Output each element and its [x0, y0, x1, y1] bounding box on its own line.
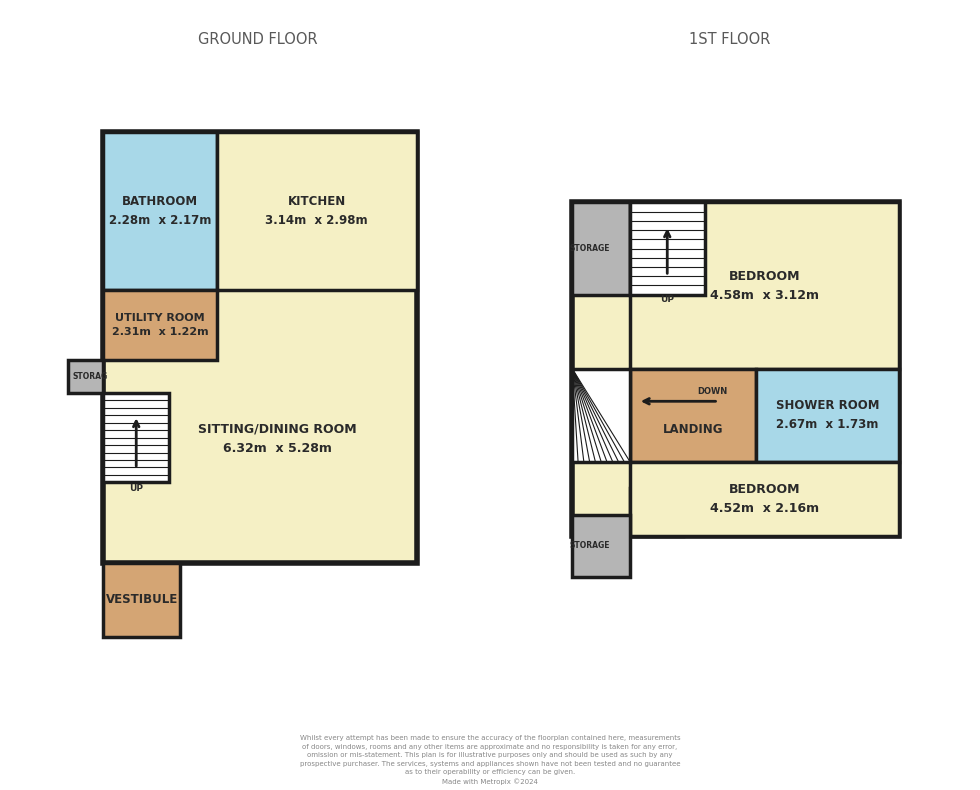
Text: KITCHEN
3.14m  x 2.98m: KITCHEN 3.14m x 2.98m [266, 195, 368, 227]
Text: GROUND FLOOR: GROUND FLOOR [198, 32, 318, 47]
Bar [104, 393, 169, 483]
Text: BEDROOM
4.52m  x 2.16m: BEDROOM 4.52m x 2.16m [710, 483, 819, 515]
Bar [630, 369, 757, 461]
Bar [68, 360, 104, 393]
Text: BATHROOM
2.28m  x 2.17m: BATHROOM 2.28m x 2.17m [109, 195, 212, 227]
Bar [572, 369, 630, 461]
Bar [757, 369, 899, 461]
Bar [217, 132, 416, 290]
Bar [630, 202, 705, 295]
Bar [104, 290, 217, 360]
Bar [104, 562, 180, 637]
Bar [630, 461, 899, 536]
Bar [630, 487, 683, 536]
Text: SHOWER ROOM
2.67m  x 1.73m: SHOWER ROOM 2.67m x 1.73m [776, 399, 879, 431]
Text: UP: UP [661, 295, 674, 304]
Text: LANDING: LANDING [662, 423, 723, 435]
Text: VESTIBULE: VESTIBULE [106, 593, 178, 607]
Text: BEDROOM
4.58m  x 3.12m: BEDROOM 4.58m x 3.12m [710, 269, 819, 302]
Bar [104, 132, 217, 290]
Text: UP: UP [129, 483, 143, 493]
Text: DOWN: DOWN [697, 387, 727, 397]
Text: STORAG: STORAG [73, 372, 108, 382]
Text: STORAGE: STORAGE [569, 244, 611, 253]
Bar [572, 202, 899, 536]
Text: 1ST FLOOR: 1ST FLOOR [689, 32, 771, 47]
Text: Whilst every attempt has been made to ensure the accuracy of the floorplan conta: Whilst every attempt has been made to en… [300, 735, 680, 784]
Bar [572, 202, 630, 295]
Text: SITTING/DINING ROOM
6.32m  x 5.28m: SITTING/DINING ROOM 6.32m x 5.28m [198, 423, 357, 455]
Bar [630, 202, 899, 369]
Text: UTILITY ROOM
2.31m  x 1.22m: UTILITY ROOM 2.31m x 1.22m [112, 313, 209, 337]
Bar [104, 132, 416, 562]
Text: STORAGE: STORAGE [569, 541, 611, 551]
Bar [572, 515, 630, 577]
